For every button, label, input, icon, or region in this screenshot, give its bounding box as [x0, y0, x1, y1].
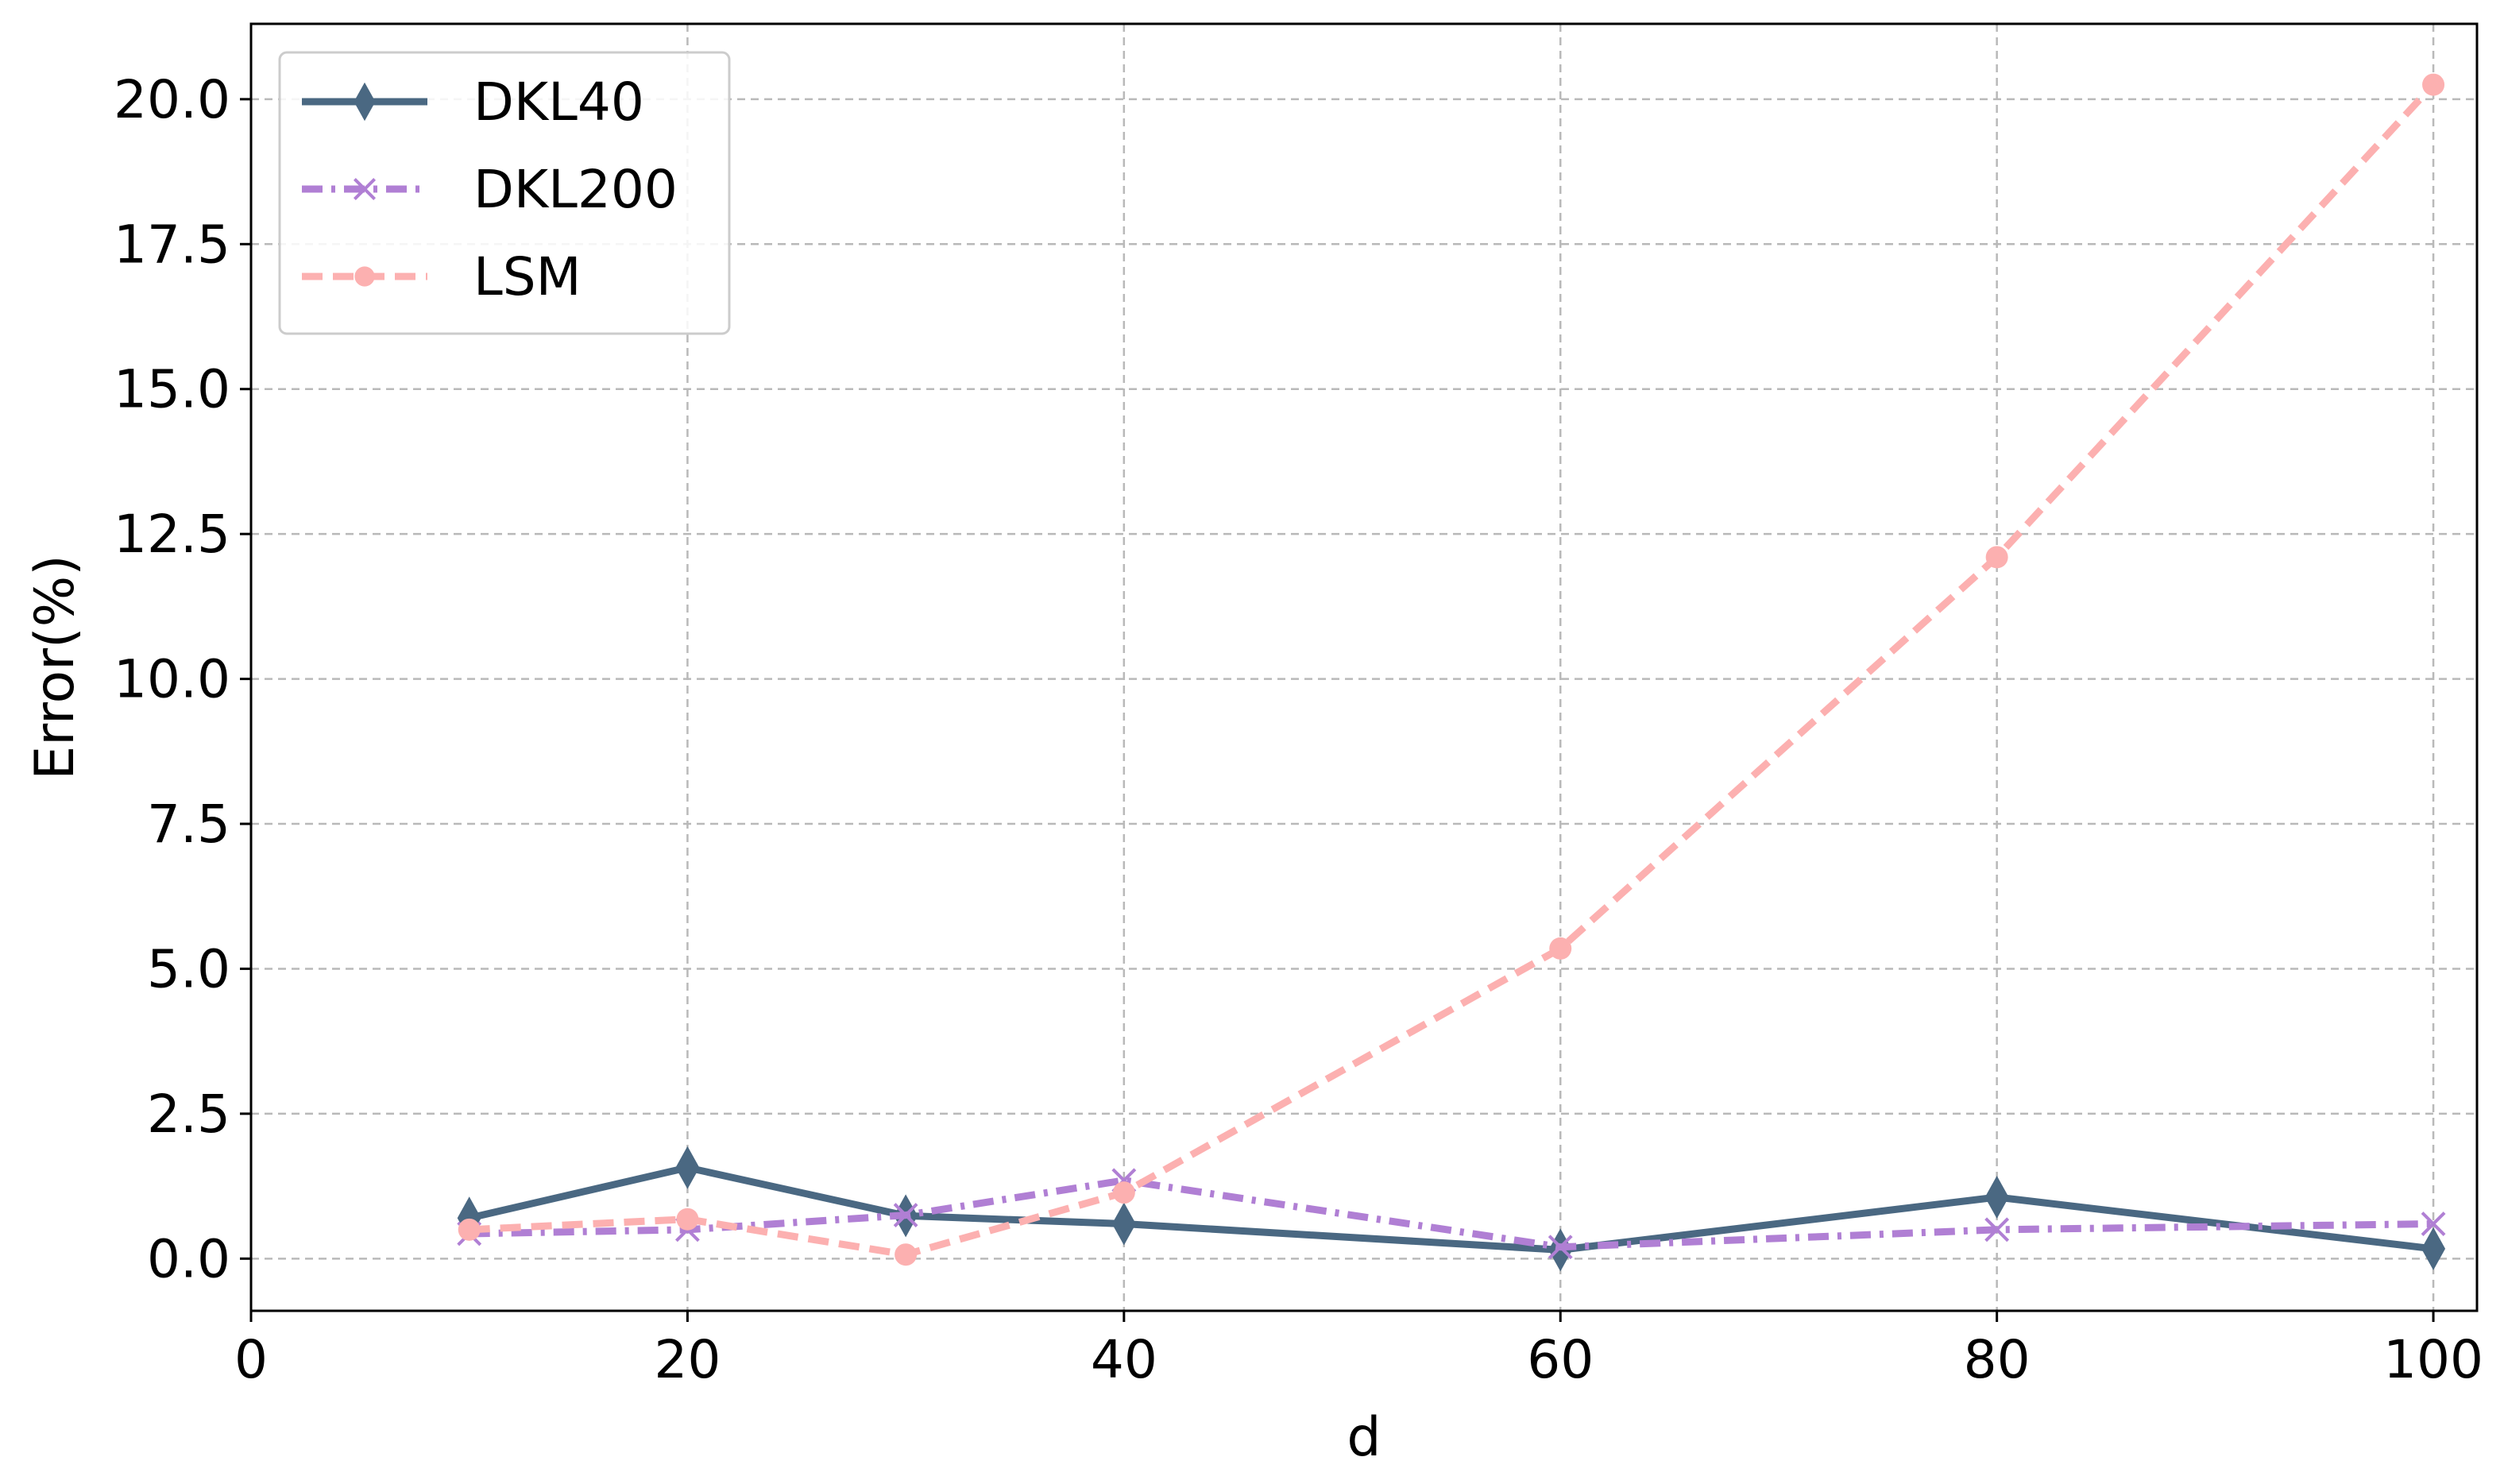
data-point-dkl40 [1984, 1175, 2009, 1219]
data-point-dkl40 [675, 1146, 700, 1189]
plot-frame [249, 22, 2479, 1312]
data-point-dkl200 [1984, 1217, 2010, 1242]
y-tick-label: 7.5 [147, 794, 230, 855]
x-tick-label: 100 [2383, 1329, 2483, 1390]
data-point-dkl200 [893, 1203, 918, 1228]
data-point-lsm [2422, 73, 2445, 96]
x-tick-label: 80 [1964, 1329, 2031, 1390]
x-tick-label: 20 [654, 1329, 721, 1390]
legend-swatch-marker [353, 177, 377, 201]
axis-ticks: 0 20 40 60 80 100 0.0 2.5 5.0 7.5 10.0 12.5 15.0 17.5… [114, 69, 2483, 1390]
data-point-dkl40 [2421, 1227, 2446, 1270]
series-line-lsm [469, 82, 2436, 1258]
y-tick-label: 2.5 [147, 1084, 230, 1145]
data-point-lsm [458, 1218, 481, 1241]
y-axis-label: Error(%) [24, 555, 87, 779]
legend-item-dkl200: DKL200 [302, 159, 678, 220]
x-tick-label: 0 [234, 1329, 268, 1390]
legend-label: DKL200 [473, 159, 678, 220]
legend-label: LSM [473, 246, 582, 307]
legend-label: DKL40 [473, 71, 644, 133]
data-point-lsm [1549, 937, 1572, 960]
x-axis-label: d [1347, 1406, 1381, 1469]
data-point-dkl200 [2421, 1212, 2446, 1236]
series-lsm [458, 73, 2445, 1266]
data-point-lsm [1985, 546, 2008, 569]
y-tick-label: 20.0 [114, 69, 230, 130]
y-tick-label: 15.0 [114, 359, 230, 420]
series-line-dkl40 [468, 1164, 2434, 1254]
x-tick-label: 40 [1091, 1329, 1157, 1390]
x-tick-label: 60 [1527, 1329, 1594, 1390]
data-point-lsm [1112, 1181, 1135, 1204]
data-point-dkl200 [1548, 1235, 1573, 1260]
y-tick-label: 0.0 [147, 1228, 230, 1289]
legend-item-dkl40: DKL40 [302, 71, 644, 133]
y-tick-label: 17.5 [114, 214, 230, 275]
y-tick-label: 5.0 [147, 938, 230, 999]
series-layer [457, 73, 2446, 1272]
y-tick-label: 12.5 [114, 504, 230, 565]
legend-item-lsm: LSM [302, 246, 582, 307]
legend-swatch-marker [354, 266, 375, 287]
data-point-lsm [895, 1243, 918, 1266]
legend: DKL40 DKL200 LSM [278, 51, 731, 335]
y-tick-label: 10.0 [114, 649, 230, 710]
legend-frame [278, 51, 731, 335]
data-point-lsm [676, 1208, 699, 1231]
data-point-dkl40 [1111, 1202, 1136, 1246]
series-dkl40 [457, 1146, 2446, 1272]
legend-swatch-marker [354, 82, 376, 122]
